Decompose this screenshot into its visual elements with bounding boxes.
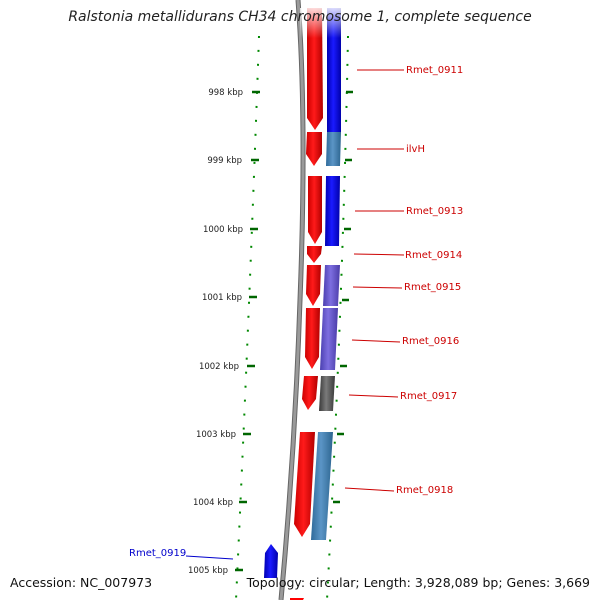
gene-arrow-rmet-0913[interactable] [308, 176, 322, 244]
inner-dotted-ring [235, 35, 260, 600]
cog-block [311, 432, 333, 540]
gene-label-ilvh[interactable]: ilvH [406, 144, 425, 155]
forward-genes [290, 8, 323, 600]
cog-block [327, 8, 341, 132]
gene-label-rmet-0916[interactable]: Rmet_0916 [402, 336, 459, 347]
tick-label: 999 kbp [207, 156, 242, 166]
cog-block [323, 265, 340, 306]
gene-arrow-rmet-0914[interactable] [307, 246, 322, 263]
gene-arrow-rmet-0919[interactable] [264, 544, 278, 578]
tick-label: 998 kbp [208, 88, 243, 98]
gene-label-rmet-0919[interactable]: Rmet_0919 [129, 548, 186, 559]
connector-line [352, 286, 403, 289]
connector-line [351, 339, 401, 343]
gene-label-rmet-0913[interactable]: Rmet_0913 [406, 206, 463, 217]
tick-label: 1002 kbp [199, 362, 239, 372]
cog-block [320, 308, 338, 370]
gene-arrow-rmet-0911[interactable] [307, 8, 323, 130]
gene-label-rmet-0915[interactable]: Rmet_0915 [404, 282, 461, 293]
tick-label: 1001 kbp [202, 293, 242, 303]
chromosome-backbone [279, 0, 305, 600]
tick-label: 1003 kbp [196, 430, 236, 440]
tick-marks [235, 90, 353, 572]
connector-line [348, 394, 399, 398]
gene-arrow-rmet-0916[interactable] [305, 308, 320, 369]
gene-arrow-ilvh[interactable] [306, 132, 322, 166]
gene-label-rmet-0918[interactable]: Rmet_0918 [396, 485, 453, 496]
topology-text: Topology: circular; Length: 3,928,089 bp… [246, 575, 590, 590]
tick-label: 1005 kbp [188, 566, 228, 576]
map-title: Ralstonia metallidurans CH34 chromosome … [68, 9, 532, 25]
label-connectors [344, 69, 405, 492]
gene-label-rmet-0917[interactable]: Rmet_0917 [400, 391, 457, 402]
tick-labels: 998 kbp 999 kbp 1000 kbp 1001 kbp 1002 k… [188, 88, 243, 576]
tick-label: 1004 kbp [193, 498, 233, 508]
cog-lane [311, 8, 341, 540]
gene-label-rmet-0911[interactable]: Rmet_0911 [406, 65, 463, 76]
connector-line [344, 487, 395, 492]
accession-text: Accession: NC_007973 [10, 575, 153, 590]
gene-arrow-rmet-0917[interactable] [302, 376, 318, 410]
gene-labels: Rmet_0911 ilvH Rmet_0913 Rmet_0914 Rmet_… [396, 65, 463, 496]
gene-label-rmet-0914[interactable]: Rmet_0914 [405, 250, 462, 261]
top-fade [300, 8, 345, 38]
gene-arrow-rmet-0918[interactable] [294, 432, 315, 537]
connector-line [353, 253, 405, 256]
connector-line [185, 555, 234, 560]
cog-block [326, 132, 341, 166]
gene-arrow-rmet-0915[interactable] [306, 265, 321, 306]
cog-block [319, 376, 335, 411]
cog-block [325, 176, 340, 246]
tick-label: 1000 kbp [203, 225, 243, 235]
